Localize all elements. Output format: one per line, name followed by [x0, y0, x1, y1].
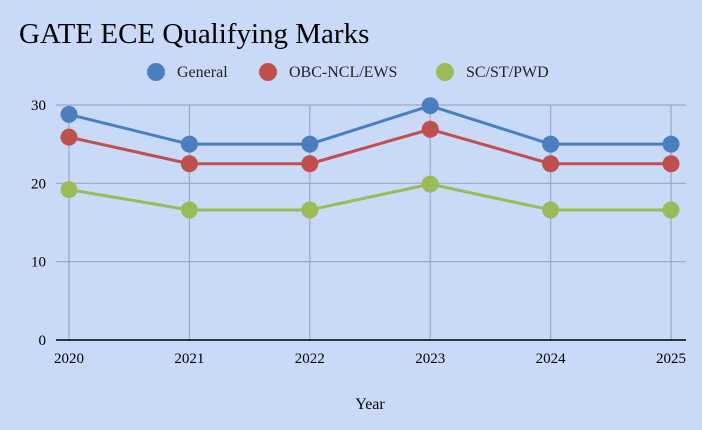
- gridlines: [56, 104, 686, 340]
- data-point: [301, 135, 319, 153]
- data-point: [421, 120, 439, 138]
- data-point: [421, 175, 439, 193]
- data-point: [301, 155, 319, 173]
- data-point: [421, 97, 439, 115]
- x-tick-label: 2024: [536, 351, 567, 367]
- data-point: [542, 135, 560, 153]
- x-tick-label: 2020: [54, 351, 84, 367]
- y-tick-label: 20: [31, 176, 46, 192]
- x-tick-label: 2023: [415, 351, 445, 367]
- data-point: [60, 105, 78, 123]
- data-point: [662, 155, 680, 173]
- y-tick-label: 10: [31, 255, 46, 271]
- series-line-1: [68, 104, 671, 146]
- legend-marker: [436, 63, 454, 81]
- data-point: [542, 201, 560, 219]
- legend-label: General: [177, 64, 228, 81]
- y-tick-label: 30: [31, 98, 46, 114]
- axes: 0 10 20 30 2020 2021 2022 2023 2024 2025: [31, 98, 686, 367]
- legend-label: OBC-NCL/EWS: [289, 64, 397, 81]
- data-point: [60, 181, 78, 199]
- x-axis-title: Year: [355, 396, 385, 413]
- x-tick-label: 2025: [656, 351, 686, 367]
- data-point: [662, 201, 680, 219]
- data-point: [180, 201, 198, 219]
- series-line-3: [68, 182, 671, 212]
- y-tick-label: 0: [39, 333, 47, 349]
- data-point: [180, 135, 198, 153]
- data-point: [662, 135, 680, 153]
- data-point: [60, 128, 78, 146]
- data-point: [542, 155, 560, 173]
- legend: General OBC-NCL/EWS SC/ST/PWD: [147, 63, 549, 81]
- series-line-2: [68, 127, 671, 166]
- x-tick-label: 2021: [174, 351, 204, 367]
- series-group: [60, 97, 680, 219]
- legend-marker: [147, 63, 165, 81]
- data-point: [301, 201, 319, 219]
- legend-marker: [259, 63, 277, 81]
- chart-title: GATE ECE Qualifying Marks: [19, 18, 369, 50]
- data-point: [180, 155, 198, 173]
- x-tick-label: 2022: [295, 351, 325, 367]
- legend-label: SC/ST/PWD: [466, 64, 549, 81]
